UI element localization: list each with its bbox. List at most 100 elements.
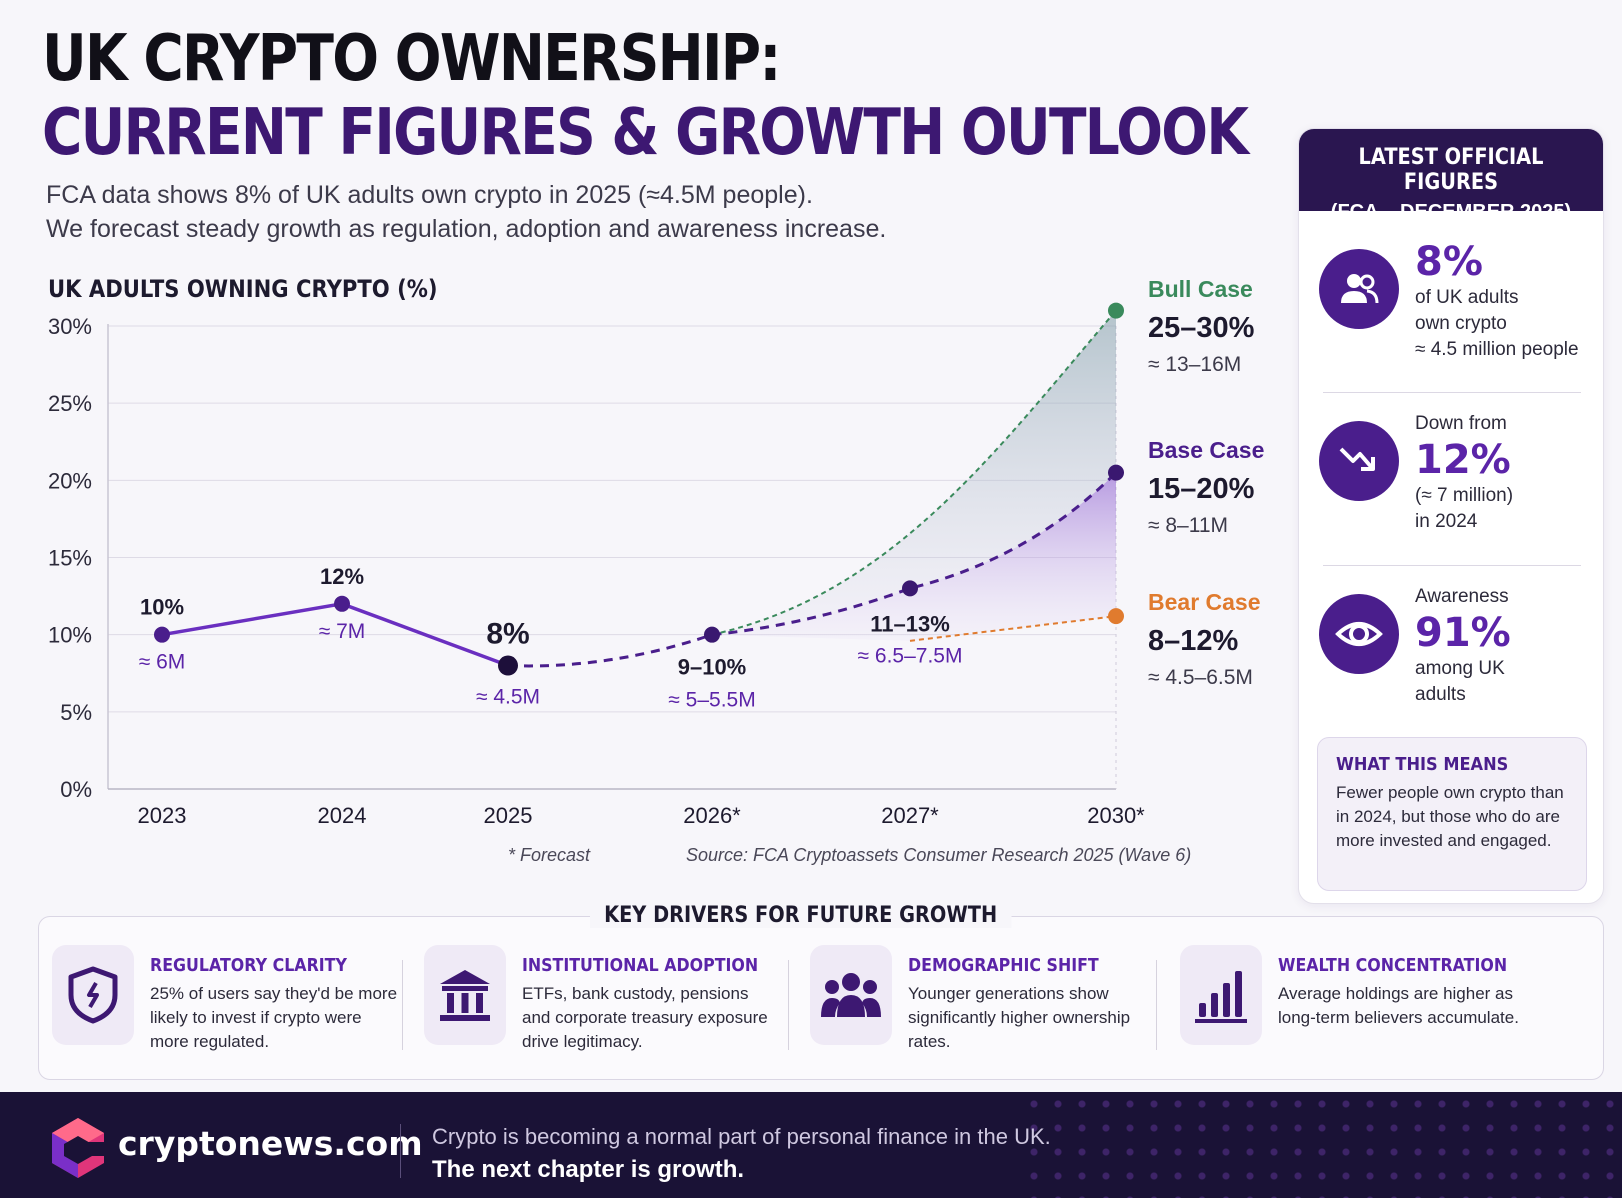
- y-tick-label: 30%: [48, 314, 92, 339]
- footer-divider: [400, 1124, 401, 1178]
- scenario-range: 25–30%: [1148, 312, 1255, 344]
- bear-end-point: [1108, 608, 1124, 625]
- scenario-people: ≈ 13–16M: [1148, 353, 1241, 376]
- y-tick-label: 10%: [48, 623, 92, 648]
- scenario-range: 8–12%: [1148, 625, 1239, 657]
- footer-dot-pattern: [1022, 1092, 1622, 1198]
- scenario-people: ≈ 8–11M: [1148, 514, 1228, 537]
- means-heading: WHAT THIS MEANS: [1336, 754, 1509, 775]
- x-tick-label: 2026*: [683, 803, 741, 828]
- forecast-footnote: * Forecast: [508, 845, 591, 865]
- point-people-label: ≈ 4.5M: [476, 686, 540, 709]
- stat-ownership-line2: own crypto: [1415, 313, 1507, 334]
- y-tick-label: 20%: [48, 468, 92, 493]
- point-people-label: ≈ 6M: [139, 651, 186, 674]
- eye-icon: [1319, 594, 1399, 674]
- bull-case-line: [711, 309, 1117, 636]
- footer-tagline-2: The next chapter is growth.: [432, 1156, 745, 1183]
- stat-awareness-text: Awareness 91% among UK adults: [1415, 584, 1511, 708]
- stat-awareness-line1: among UK: [1415, 658, 1505, 679]
- driver-text: INSTITUTIONAL ADOPTION ETFs, bank custod…: [522, 955, 772, 1054]
- y-tick-label: 25%: [48, 391, 92, 416]
- x-tick-label: 2024: [318, 803, 367, 828]
- scenario-name: Bear Case: [1148, 589, 1261, 615]
- x-tick-label: 2025: [484, 803, 533, 828]
- driver-text: WEALTH CONCENTRATION Average holdings ar…: [1278, 955, 1528, 1030]
- means-text: Fewer people own crypto than in 2024, bu…: [1336, 783, 1564, 850]
- stat-decline-value: 12%: [1415, 437, 1511, 483]
- people-icon: [1319, 249, 1399, 329]
- scenario-name: Base Case: [1148, 437, 1264, 463]
- y-tick-label: 15%: [48, 546, 92, 571]
- stat-awareness-value: 91%: [1415, 610, 1511, 656]
- data-point: [498, 655, 518, 676]
- driver-divider: [402, 960, 403, 1050]
- stat-divider: [1323, 565, 1581, 566]
- stat-ownership-line3: ≈ 4.5 million people: [1415, 339, 1579, 360]
- data-point: [334, 595, 350, 612]
- page-title: UK CRYPTO OWNERSHIP: CURRENT FIGURES & G…: [42, 22, 1249, 170]
- bar-chart-icon: [1180, 945, 1262, 1045]
- scenario-range: 15–20%: [1148, 473, 1255, 505]
- driver-heading: INSTITUTIONAL ADOPTION: [522, 955, 759, 976]
- point-value-label: 12%: [320, 564, 364, 589]
- card-title: LATEST OFFICIAL FIGURES: [1358, 145, 1544, 195]
- x-tick-label: 2023: [138, 803, 187, 828]
- driver-divider: [1156, 960, 1157, 1050]
- stat-decline-line1: (≈ 7 million): [1415, 485, 1514, 506]
- latest-figures-card: LATEST OFFICIAL FIGURES (FCA – DECEMBER …: [1298, 128, 1604, 904]
- stat-decline-text: Down from 12% (≈ 7 million) in 2024: [1415, 411, 1513, 535]
- subtitle-line-2: We forecast steady growth as regulation,…: [46, 215, 887, 243]
- stat-awareness-line2: adults: [1415, 684, 1466, 705]
- footer: cryptonews.com Crypto is becoming a norm…: [0, 1092, 1622, 1198]
- trend-down-icon: [1319, 421, 1399, 501]
- subtitle-line-1: FCA data shows 8% of UK adults own crypt…: [46, 181, 813, 209]
- title-line-1: UK CRYPTO OWNERSHIP:: [42, 22, 781, 96]
- forecast-point: [704, 626, 720, 643]
- base-case-line: [507, 471, 1118, 668]
- stat-ownership-text: 8% of UK adults own crypto ≈ 4.5 million…: [1415, 239, 1579, 363]
- card-header: LATEST OFFICIAL FIGURES (FCA – DECEMBER …: [1299, 129, 1603, 223]
- footer-tagline-1: Crypto is becoming a normal part of pers…: [432, 1124, 1051, 1149]
- point-value-label: 8%: [486, 618, 529, 651]
- forecast-point: [902, 580, 918, 597]
- card-subtitle: (FCA – DECEMBER 2025): [1330, 201, 1572, 223]
- scenario-people: ≈ 4.5–6.5M: [1148, 666, 1253, 689]
- stat-divider: [1323, 392, 1581, 393]
- point-people-label: ≈ 6.5–7.5M: [858, 644, 963, 667]
- stat-decline-line2: in 2024: [1415, 511, 1478, 532]
- brand-logo-icon[interactable]: [48, 1116, 108, 1180]
- bank-icon: [424, 945, 506, 1045]
- what-this-means-box: WHAT THIS MEANS Fewer people own crypto …: [1317, 737, 1587, 891]
- group-icon: [810, 945, 892, 1045]
- title-line-2: CURRENT FIGURES & GROWTH OUTLOOK: [42, 96, 1249, 170]
- point-people-label: ≈ 7M: [319, 620, 366, 643]
- y-tick-label: 5%: [60, 700, 92, 725]
- driver-body: ETFs, bank custody, pensions and corpora…: [522, 984, 768, 1051]
- driver-divider: [788, 960, 789, 1050]
- point-people-label: ≈ 5–5.5M: [668, 689, 755, 712]
- driver-text: REGULATORY CLARITY 25% of users say they…: [150, 955, 400, 1054]
- driver-text: DEMOGRAPHIC SHIFT Younger generations sh…: [908, 955, 1158, 1054]
- stat-ownership-line1: of UK adults: [1415, 287, 1519, 308]
- stat-awareness-pre: Awareness: [1415, 586, 1509, 607]
- x-tick-label: 2027*: [881, 803, 939, 828]
- y-tick-label: 0%: [60, 777, 92, 802]
- subtitle: FCA data shows 8% of UK adults own crypt…: [46, 178, 886, 246]
- point-value-label: 9–10%: [678, 655, 747, 680]
- brand-name[interactable]: cryptonews.com: [118, 1124, 423, 1163]
- point-value-label: 10%: [140, 595, 184, 620]
- point-value-label: 11–13%: [870, 611, 950, 636]
- scenario-name: Bull Case: [1148, 276, 1253, 302]
- bull-end-point: [1108, 302, 1124, 319]
- x-tick-label: 2030*: [1087, 803, 1145, 828]
- key-drivers-title: KEY DRIVERS FOR FUTURE GROWTH: [590, 903, 1012, 928]
- driver-body: Average holdings are higher as long-term…: [1278, 984, 1519, 1027]
- forecast-point: [1108, 464, 1124, 481]
- bear-case-line: [909, 615, 1117, 642]
- base-case-area: [712, 472, 1116, 641]
- driver-heading: DEMOGRAPHIC SHIFT: [908, 955, 1099, 976]
- source-note: Source: FCA Cryptoassets Consumer Resear…: [686, 845, 1192, 865]
- driver-heading: WEALTH CONCENTRATION: [1278, 955, 1508, 976]
